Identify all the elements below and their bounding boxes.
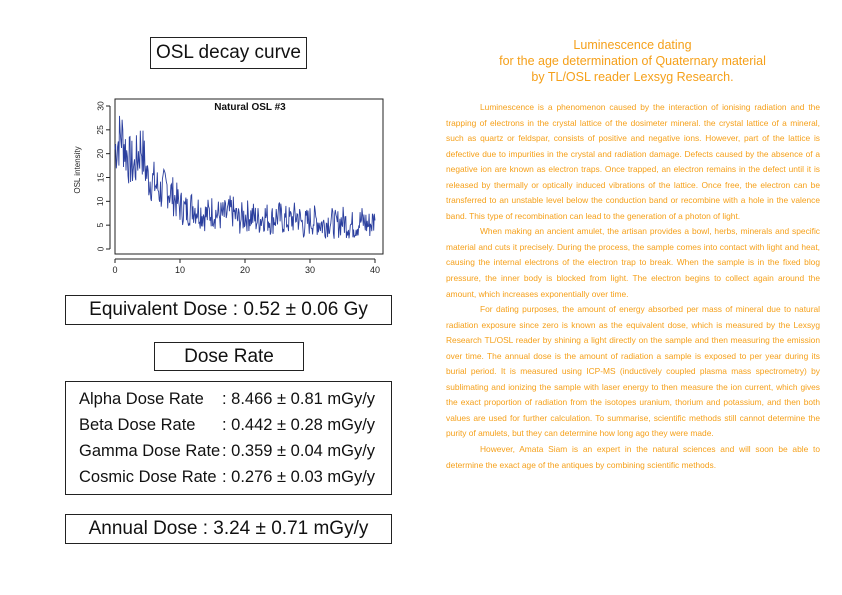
heading-line-2: for the age determination of Quaternary …: [499, 54, 766, 68]
x-tick-label-0: 0: [112, 265, 117, 275]
y-tick-label-15: 15: [95, 173, 105, 183]
y-tick-label-30: 30: [95, 101, 105, 111]
body-paragraph-1: Luminescence is a phenomenon caused by t…: [446, 102, 820, 221]
y-tick-label-25: 25: [95, 125, 105, 135]
x-tick-label-20: 20: [240, 265, 250, 275]
y-tick-label-5: 5: [95, 223, 105, 228]
beta-dose-rate-label: Beta Dose Rate: [79, 416, 196, 434]
chart-title-box: OSL decay curve: [150, 37, 307, 69]
y-tick-label-10: 10: [95, 196, 105, 206]
dose-rate-title-box: Dose Rate: [154, 342, 304, 371]
heading-line-3: by TL/OSL reader Lexsyg Research.: [531, 70, 734, 84]
equivalent-dose-box: Equivalent Dose : 0.52 ± 0.06 Gy: [65, 295, 392, 325]
alpha-dose-rate-label: Alpha Dose Rate: [79, 390, 204, 408]
osl-series-line: [114, 115, 376, 239]
osl-decay-chart: 0 10 20 30 40 0 5 10 15 20 25 30 OSL intensity Natura…: [73, 98, 384, 275]
alpha-dose-rate-row: Alpha Dose Rate : 8.466 ± 0.81 mGy/y: [79, 387, 389, 411]
body-paragraph-2: When making an ancient amulet, the artis…: [446, 226, 820, 299]
alpha-dose-rate-value: : 8.466 ± 0.81 mGy/y: [222, 390, 376, 408]
article-heading: Luminescence dating for the age determin…: [450, 37, 815, 85]
body-paragraph-3: For dating purposes, the amount of energ…: [446, 304, 820, 439]
cosmic-dose-rate-value: : 0.276 ± 0.03 mGy/y: [222, 468, 376, 486]
chart-title: Natural OSL #3: [214, 102, 286, 113]
body-paragraph-4: However, Amata Siam is an expert in the …: [446, 444, 820, 470]
heading-line-1: Luminescence dating: [573, 38, 692, 52]
beta-dose-rate-value: : 0.442 ± 0.28 mGy/y: [222, 416, 376, 434]
y-axis-label: OSL intensity: [73, 146, 82, 193]
beta-dose-rate-row: Beta Dose Rate : 0.442 ± 0.28 mGy/y: [79, 413, 389, 437]
x-tick-label-30: 30: [305, 265, 315, 275]
plot-frame: [114, 98, 384, 255]
gamma-dose-rate-row: Gamma Dose Rate : 0.359 ± 0.04 mGy/y: [79, 439, 389, 463]
x-tick-label-10: 10: [175, 265, 185, 275]
annual-dose-box: Annual Dose : 3.24 ± 0.71 mGy/y: [65, 514, 392, 544]
gamma-dose-rate-value: : 0.359 ± 0.04 mGy/y: [222, 442, 376, 460]
cosmic-dose-rate-row: Cosmic Dose Rate : 0.276 ± 0.03 mGy/y: [79, 465, 389, 489]
cosmic-dose-rate-label: Cosmic Dose Rate: [79, 468, 217, 486]
y-tick-label-0: 0: [95, 246, 105, 251]
article-body: Luminescence is a phenomenon caused by t…: [446, 100, 820, 473]
gamma-dose-rate-label: Gamma Dose Rate: [79, 442, 221, 460]
x-tick-label-40: 40: [370, 265, 380, 275]
y-tick-label-20: 20: [95, 149, 105, 159]
dose-rates-box: Alpha Dose Rate : 8.466 ± 0.81 mGy/y Bet…: [65, 381, 392, 495]
